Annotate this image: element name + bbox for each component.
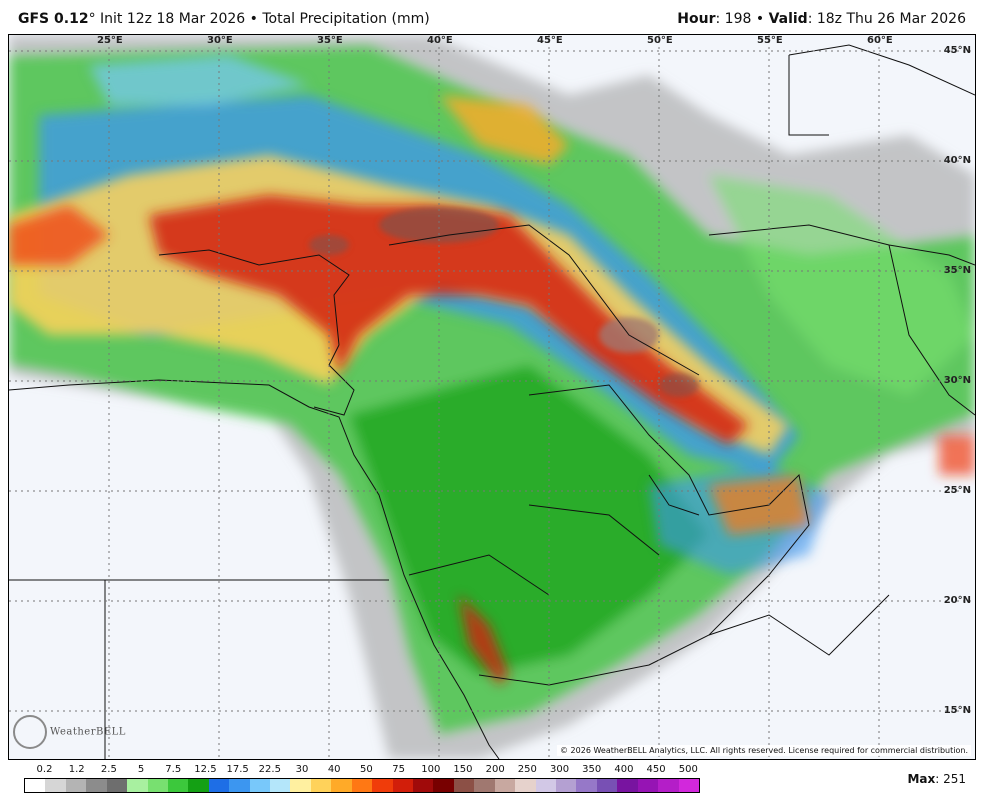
max-value: Max: 251 <box>907 772 966 786</box>
colorbar-label: 12.5 <box>194 764 217 775</box>
colorbar-label: 2.5 <box>100 764 117 775</box>
colorbar-swatch <box>413 779 434 792</box>
colorbar-swatch <box>270 779 291 792</box>
colorbar-swatch <box>453 779 475 792</box>
colorbar-label: 150 <box>453 764 473 775</box>
lon-label-45e: 45°E <box>537 35 563 46</box>
colorbar-swatch <box>535 779 556 792</box>
colorbar-swatch <box>188 779 209 792</box>
copyright-notice: © 2026 WeatherBELL Analytics, LLC. All r… <box>557 745 971 756</box>
lat-label-25n: 25°N <box>943 485 971 496</box>
model-label: GFS 0.12 <box>18 11 89 27</box>
colorbar-swatch <box>351 779 373 792</box>
map-graphic <box>9 35 975 759</box>
init-text: Init 12z 18 Mar 2026 • Total Precipitati… <box>95 11 430 27</box>
max-label: Max <box>907 772 936 786</box>
model-title: GFS 0.12° Init 12z 18 Mar 2026 • Total P… <box>18 11 430 27</box>
lat-label-35n: 35°N <box>943 265 971 276</box>
lon-label-35e: 35°E <box>317 35 343 46</box>
valid-time: Hour: 198 • Valid: 18z Thu 26 Mar 2026 <box>677 11 966 27</box>
colorbar-label: 0.2 <box>36 764 53 775</box>
colorbar-label: 7.5 <box>165 764 182 775</box>
graticule <box>9 35 975 759</box>
colorbar-label: 5 <box>137 764 145 775</box>
lon-label-60e: 60°E <box>867 35 893 46</box>
colorbar-label: 50 <box>360 764 373 775</box>
lon-label-55e: 55°E <box>757 35 783 46</box>
weatherbell-logo: WeatherBELL <box>13 715 126 749</box>
colorbar-swatch <box>25 779 46 792</box>
colorbar-swatch <box>658 779 679 792</box>
colorbar-swatch <box>106 779 128 792</box>
colorbar-swatch <box>596 779 618 792</box>
valid-label: Valid <box>768 11 808 27</box>
lon-label-40e: 40°E <box>427 35 453 46</box>
lat-label-40n: 40°N <box>943 155 971 166</box>
colorbar-swatch <box>555 779 577 792</box>
colorbar-swatch <box>637 779 659 792</box>
colorbar-label: 1.2 <box>68 764 85 775</box>
lat-label-15n: 15°N <box>943 705 971 716</box>
colorbar-label: 30 <box>295 764 309 775</box>
colorbar-swatch <box>331 779 352 792</box>
colorbar-swatch <box>249 779 271 792</box>
header: GFS 0.12° Init 12z 18 Mar 2026 • Total P… <box>0 0 984 34</box>
colorbar-swatch <box>208 779 230 792</box>
colorbar-swatch <box>86 779 107 792</box>
colorbar-label: 300 <box>549 764 570 775</box>
lat-label-45n: 45°N <box>943 45 971 56</box>
lon-label-30e: 30°E <box>207 35 233 46</box>
colorbar-swatch <box>372 779 393 792</box>
precipitation-map: 25°E 30°E 35°E 40°E 45°E 50°E 55°E 60°E … <box>8 34 976 760</box>
logo-ring-icon <box>13 715 47 749</box>
colorbar-swatch <box>147 779 168 792</box>
colorbar-label: 500 <box>678 764 698 775</box>
hour-label: Hour <box>677 11 716 27</box>
colorbar-swatch <box>290 779 311 792</box>
colorbar-swatch <box>474 779 495 792</box>
colorbar-label: 100 <box>421 764 441 775</box>
colorbar-swatch <box>167 779 189 792</box>
colorbar-swatch <box>229 779 250 792</box>
colorbar-label: 400 <box>614 764 634 775</box>
colorbar-swatch <box>576 779 597 792</box>
lon-label-50e: 50°E <box>647 35 673 46</box>
logo-text: WeatherBELL <box>50 726 126 738</box>
colorbar-label: 75 <box>392 764 405 775</box>
max-number: : 251 <box>935 772 966 786</box>
boundary-lines <box>9 44 975 759</box>
colorbar-label: 350 <box>582 764 602 775</box>
precip-extreme-field <box>9 195 975 685</box>
colorbar-swatch <box>45 779 66 792</box>
colorbar-label: 250 <box>517 764 537 775</box>
colorbar-swatch <box>515 779 536 792</box>
degree-sign: ° <box>88 11 96 27</box>
lat-label-20n: 20°N <box>943 595 971 606</box>
colorbar-swatch <box>65 779 87 792</box>
colorbar-swatch <box>617 779 638 792</box>
hour-value: : 198 • <box>715 11 769 27</box>
valid-value: : 18z Thu 26 Mar 2026 <box>807 11 966 27</box>
colorbar-label: 450 <box>646 764 666 775</box>
colorbar-swatch <box>392 779 414 792</box>
colorbar-label: 200 <box>485 764 505 775</box>
colorbar-swatch <box>433 779 454 792</box>
colorbar-swatch <box>127 779 148 792</box>
colorbar-swatch <box>494 779 516 792</box>
colorbar-label: 17.5 <box>226 764 249 775</box>
colorbar-label: 40 <box>327 764 341 775</box>
colorbar-label: 22.5 <box>258 764 281 775</box>
lat-label-30n: 30°N <box>943 375 971 386</box>
lon-label-25e: 25°E <box>97 35 123 46</box>
colorbar-swatch <box>310 779 332 792</box>
colorbar-swatch <box>678 779 699 792</box>
precipitation-colorbar <box>24 778 700 793</box>
